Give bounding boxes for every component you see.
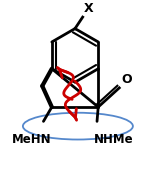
Text: MeHN: MeHN xyxy=(12,133,52,146)
Text: O: O xyxy=(121,73,132,86)
Text: NHMe: NHMe xyxy=(93,133,133,146)
Text: X: X xyxy=(84,2,93,15)
